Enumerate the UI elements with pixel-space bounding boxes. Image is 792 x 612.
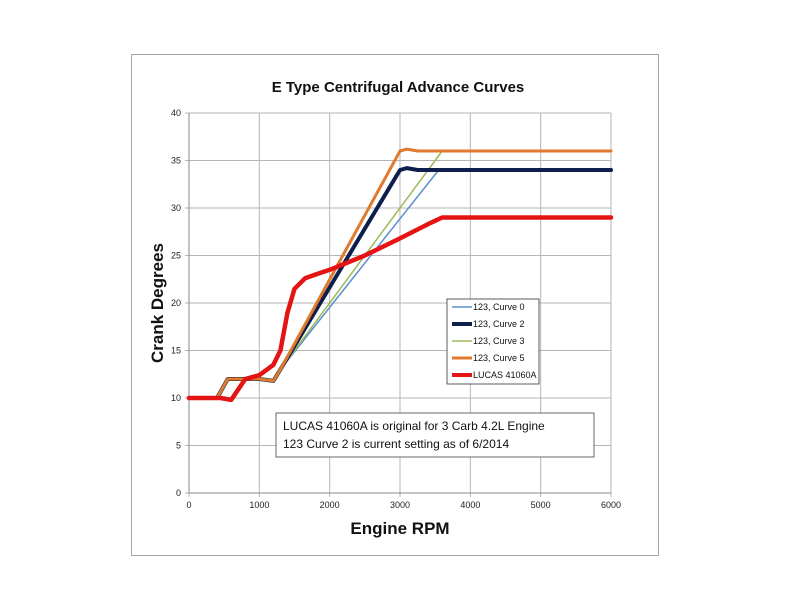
y-tick-label: 5	[176, 441, 181, 451]
y-tick-label: 25	[171, 251, 181, 261]
legend: 123, Curve 0 123, Curve 2 123, Curve 3 123,…	[446, 298, 540, 385]
chart-title: E Type Centrifugal Advance Curves	[272, 79, 525, 96]
x-tick-label: 0	[186, 500, 191, 510]
x-axis-label: Engine RPM	[350, 519, 449, 538]
x-tick-label: 3000	[390, 500, 410, 510]
y-tick-label: 30	[171, 203, 181, 213]
y-tick-label: 40	[171, 108, 181, 118]
legend-label: 123, Curve 0	[473, 302, 525, 312]
x-tick-label: 6000	[601, 500, 621, 510]
x-tick-label: 2000	[320, 500, 340, 510]
annotation-box: LUCAS 41060A is original for 3 Carb 4.2L…	[275, 412, 595, 458]
series-line-3	[187, 147, 613, 400]
y-tick-label: 15	[171, 346, 181, 356]
y-tick-label: 10	[171, 393, 181, 403]
y-tick-label: 35	[171, 156, 181, 166]
legend-label: LUCAS 41060A	[473, 370, 537, 380]
annotation-line-2: 123 Curve 2 is current setting as of 6/2…	[283, 437, 509, 451]
x-tick-label: 5000	[531, 500, 551, 510]
y-tick-label: 20	[171, 298, 181, 308]
legend-label: 123, Curve 2	[473, 319, 525, 329]
chart-frame	[131, 54, 659, 556]
x-tick-label: 4000	[460, 500, 480, 510]
x-tick-label: 1000	[249, 500, 269, 510]
legend-label: 123, Curve 3	[473, 336, 525, 346]
y-axis-label: Crank Degrees	[148, 243, 167, 363]
y-tick-label: 0	[176, 488, 181, 498]
legend-label: 123, Curve 5	[473, 353, 525, 363]
series-line-4	[186, 215, 614, 403]
annotation-line-1: LUCAS 41060A is original for 3 Carb 4.2L…	[283, 419, 545, 433]
